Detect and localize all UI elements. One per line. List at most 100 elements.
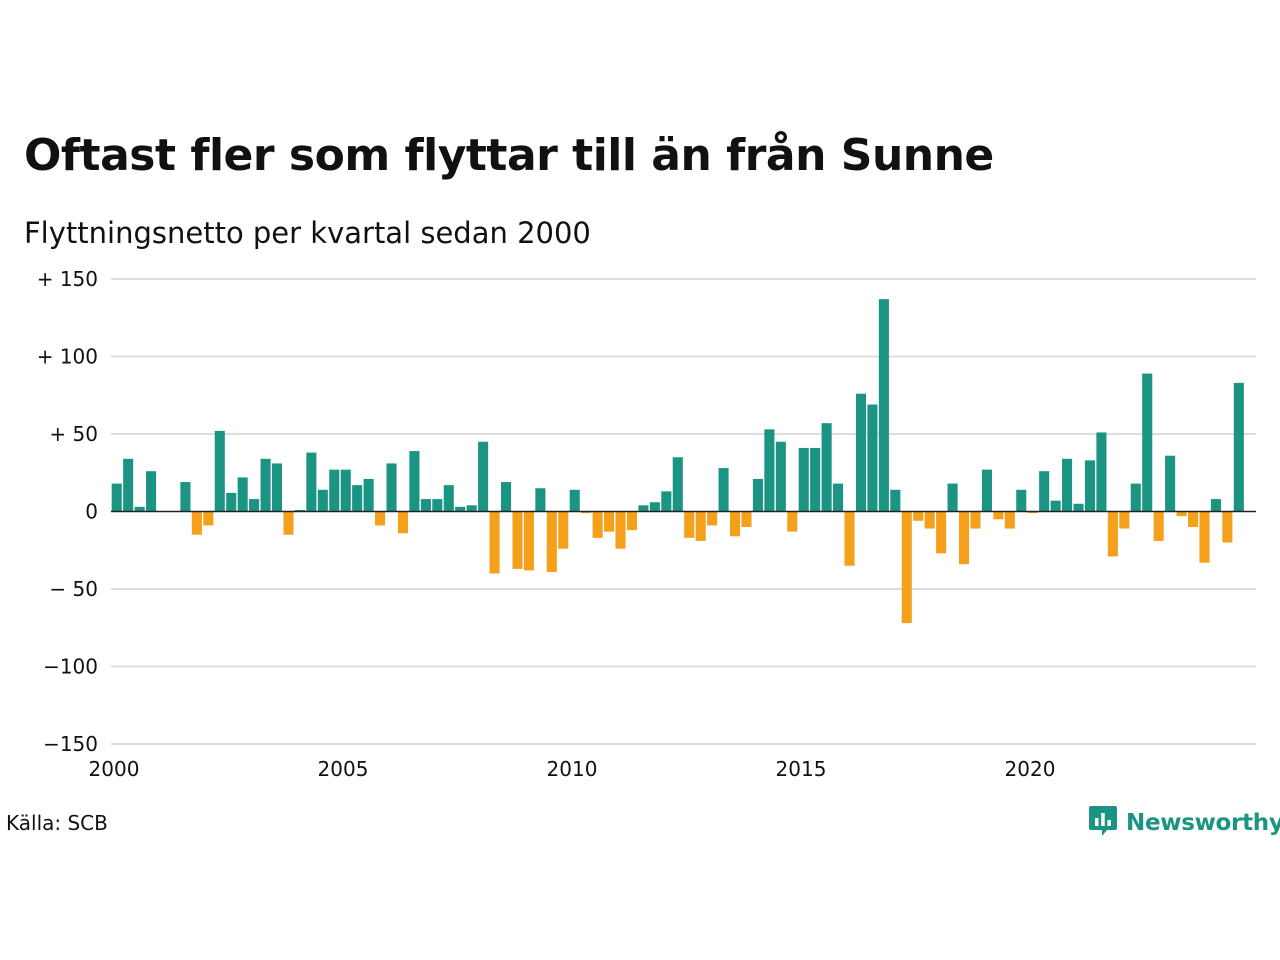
y-tick-label: −100 (43, 655, 98, 679)
bar (867, 404, 878, 512)
bar (1142, 373, 1153, 512)
bar (695, 511, 706, 541)
newsworthy-logo-icon (1088, 804, 1118, 842)
bar (180, 482, 191, 512)
bar (970, 511, 981, 529)
bar (947, 483, 958, 512)
bar (1107, 511, 1118, 557)
bar (283, 511, 294, 535)
bar (981, 469, 992, 512)
bar (306, 452, 317, 512)
bar (1062, 458, 1073, 512)
bar (844, 511, 855, 566)
bar (1130, 483, 1141, 512)
bar (581, 511, 592, 514)
y-tick-label: − 50 (49, 577, 98, 601)
bar (821, 423, 832, 512)
bar (409, 451, 420, 512)
bar (249, 499, 260, 512)
bar (707, 511, 718, 526)
brand-name: Newsworthy (1126, 810, 1280, 836)
bar (397, 511, 409, 534)
bar (1119, 511, 1130, 529)
bar (226, 492, 237, 512)
bar (1199, 511, 1210, 563)
bar (661, 491, 672, 512)
bar (924, 511, 935, 529)
y-tick-label: + 150 (37, 267, 98, 291)
x-tick-label: 2000 (89, 757, 140, 781)
bar (214, 430, 225, 512)
bar (672, 457, 683, 512)
bar (1210, 499, 1221, 512)
bar (855, 393, 867, 512)
bar (146, 471, 157, 512)
bar (237, 477, 248, 512)
bar (111, 483, 122, 512)
bar (500, 482, 512, 512)
bar (993, 511, 1004, 520)
bar (1027, 511, 1038, 514)
bar (638, 505, 649, 512)
bar (1073, 503, 1084, 512)
bar (363, 478, 374, 512)
bar (317, 489, 328, 512)
bar (569, 489, 580, 512)
bar (615, 511, 626, 549)
bar (432, 499, 443, 512)
bar (958, 511, 970, 565)
bar (203, 511, 214, 526)
bar (718, 468, 729, 512)
bar (787, 511, 798, 532)
bar (626, 511, 638, 531)
bar (535, 488, 546, 512)
x-tick-label: 2005 (318, 757, 369, 781)
bar (833, 483, 844, 512)
bar (1153, 511, 1164, 541)
bar (1187, 511, 1199, 527)
brand-logo: Newsworthy (1088, 804, 1280, 842)
bar (523, 511, 534, 571)
bar (386, 463, 397, 512)
bar (191, 511, 202, 535)
bar (134, 506, 145, 512)
bars (111, 299, 1244, 624)
bar (478, 441, 489, 512)
bar (798, 447, 809, 512)
bar (592, 511, 603, 538)
bar (1096, 432, 1107, 512)
bar (420, 499, 431, 512)
bar (1084, 460, 1096, 512)
bar (1050, 500, 1061, 512)
y-tick-label: + 50 (49, 422, 98, 446)
bar (271, 463, 283, 512)
chart-subtitle: Flyttningsnetto per kvartal sedan 2000 (24, 216, 591, 250)
bar (729, 511, 741, 537)
bar (1176, 511, 1187, 517)
y-tick-label: + 100 (37, 345, 98, 369)
bar (329, 469, 340, 512)
bar (810, 447, 821, 512)
bar (890, 489, 901, 512)
bar (1016, 489, 1027, 512)
bar (546, 511, 557, 572)
x-tick-label: 2010 (547, 757, 598, 781)
bar (352, 485, 363, 512)
bar (340, 469, 351, 512)
bar (775, 441, 786, 512)
chart-title: Oftast fler som flyttar till än från Sun… (24, 130, 994, 181)
bar (1165, 455, 1176, 512)
x-tick-label: 2020 (1005, 757, 1056, 781)
bar (1039, 471, 1050, 512)
x-tick-label: 2015 (776, 757, 827, 781)
bar (752, 478, 763, 512)
bar (1233, 382, 1244, 512)
bar (466, 505, 477, 512)
bar (123, 458, 134, 512)
bar (375, 511, 386, 526)
bar (294, 509, 305, 512)
bar (913, 511, 924, 521)
bar (649, 502, 660, 512)
